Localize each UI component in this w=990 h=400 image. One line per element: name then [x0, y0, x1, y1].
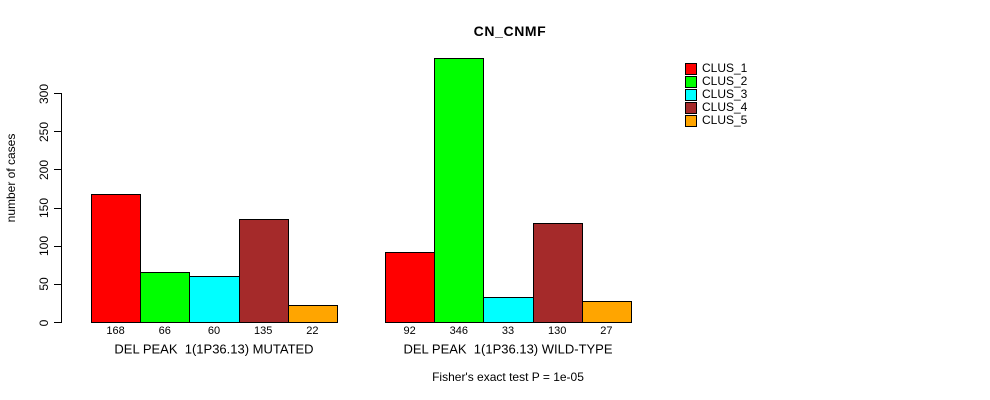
bar-value-label: 33 [501, 325, 515, 337]
legend-item: CLUS_5 [685, 114, 747, 127]
bar-clus_1 [91, 193, 142, 323]
y-tick-label: 50 [37, 277, 51, 292]
legend-item-label: CLUS_3 [702, 87, 748, 101]
bar-value-label: 66 [158, 325, 171, 337]
bar-clus_4 [238, 218, 289, 323]
bar-value-label: 22 [306, 325, 319, 337]
bar-clus_5 [287, 305, 338, 323]
y-tick-label: 100 [37, 236, 51, 257]
legend-swatch [685, 75, 697, 88]
bar-clus_2 [434, 57, 485, 323]
y-tick [54, 322, 61, 323]
bar-value-label: 135 [254, 325, 273, 337]
footnote: Fisher's exact test P = 1e-05 [432, 370, 584, 384]
legend-swatch [685, 114, 697, 127]
bar-value-label: 168 [106, 325, 125, 337]
legend-item: CLUS_3 [685, 88, 747, 101]
group-label: DEL PEAK 1(1P36.13) MUTATED [114, 341, 314, 357]
bar-value-label: 27 [600, 325, 613, 337]
y-tick [54, 245, 61, 247]
group-label: DEL PEAK 1(1P36.13) WILD-TYPE [403, 341, 613, 357]
legend-item: CLUS_2 [685, 75, 747, 88]
y-tick [54, 131, 61, 133]
y-tick [54, 283, 61, 285]
y-tick-label: 250 [37, 121, 51, 142]
bar-clus_1 [385, 251, 436, 323]
y-tick-label: 150 [37, 197, 51, 219]
bar-value-label: 60 [207, 325, 221, 337]
legend-item-label: CLUS_1 [702, 61, 748, 75]
legend-swatch [685, 88, 697, 101]
legend-item: CLUS_1 [685, 62, 747, 75]
bar-clus_5 [581, 301, 632, 323]
bar-clus_3 [483, 296, 534, 323]
legend-item-label: CLUS_5 [702, 113, 748, 127]
y-axis-line [61, 93, 62, 323]
legend-swatch [685, 62, 697, 75]
y-tick-label: 200 [37, 159, 51, 180]
y-axis-label: number of cases [4, 133, 18, 223]
y-tick [54, 93, 61, 94]
bar-value-label: 130 [548, 325, 567, 337]
bar-value-label: 346 [449, 325, 468, 337]
bar-clus_4 [532, 222, 583, 323]
legend-item-label: CLUS_2 [702, 74, 748, 88]
y-tick-label: 300 [37, 83, 51, 104]
legend-item: CLUS_4 [685, 101, 747, 114]
bar-clus_3 [189, 276, 240, 323]
legend: CLUS_1 CLUS_2 CLUS_3 CLUS_4 CLUS_5 [685, 62, 747, 127]
legend-item-label: CLUS_4 [702, 100, 748, 114]
legend-swatch [685, 101, 697, 114]
bar-clus_2 [140, 271, 191, 323]
y-tick [54, 169, 61, 171]
bar-value-label: 92 [403, 325, 416, 337]
y-tick [54, 207, 61, 209]
y-tick-label: 0 [37, 319, 51, 326]
chart-title: CN_CNMF [473, 23, 547, 39]
